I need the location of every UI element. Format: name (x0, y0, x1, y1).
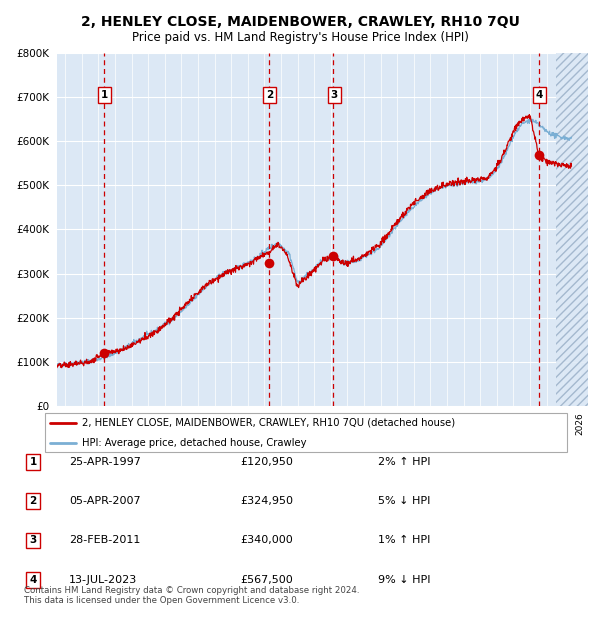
Text: 4: 4 (536, 90, 543, 100)
Text: 2% ↑ HPI: 2% ↑ HPI (378, 457, 431, 467)
Text: 3: 3 (331, 90, 338, 100)
Text: Contains HM Land Registry data © Crown copyright and database right 2024.
This d: Contains HM Land Registry data © Crown c… (24, 586, 359, 605)
Text: HPI: Average price, detached house, Crawley: HPI: Average price, detached house, Craw… (82, 438, 306, 448)
Text: 1: 1 (101, 90, 108, 100)
Text: 2, HENLEY CLOSE, MAIDENBOWER, CRAWLEY, RH10 7QU: 2, HENLEY CLOSE, MAIDENBOWER, CRAWLEY, R… (80, 15, 520, 29)
FancyBboxPatch shape (44, 413, 568, 451)
Text: £567,500: £567,500 (240, 575, 293, 585)
Text: 25-APR-1997: 25-APR-1997 (69, 457, 141, 467)
Text: 2: 2 (29, 496, 37, 506)
Text: 13-JUL-2023: 13-JUL-2023 (69, 575, 137, 585)
Text: 5% ↓ HPI: 5% ↓ HPI (378, 496, 430, 506)
Text: £324,950: £324,950 (240, 496, 293, 506)
Text: 1: 1 (29, 457, 37, 467)
Text: £120,950: £120,950 (240, 457, 293, 467)
Text: 4: 4 (29, 575, 37, 585)
Text: 2: 2 (266, 90, 273, 100)
Text: £340,000: £340,000 (240, 536, 293, 546)
Text: 3: 3 (29, 536, 37, 546)
Text: 05-APR-2007: 05-APR-2007 (69, 496, 140, 506)
Text: Price paid vs. HM Land Registry's House Price Index (HPI): Price paid vs. HM Land Registry's House … (131, 31, 469, 44)
Text: 28-FEB-2011: 28-FEB-2011 (69, 536, 140, 546)
Text: 1% ↑ HPI: 1% ↑ HPI (378, 536, 430, 546)
Bar (556, 53, 588, 406)
Text: 2, HENLEY CLOSE, MAIDENBOWER, CRAWLEY, RH10 7QU (detached house): 2, HENLEY CLOSE, MAIDENBOWER, CRAWLEY, R… (82, 418, 455, 428)
Text: 9% ↓ HPI: 9% ↓ HPI (378, 575, 431, 585)
